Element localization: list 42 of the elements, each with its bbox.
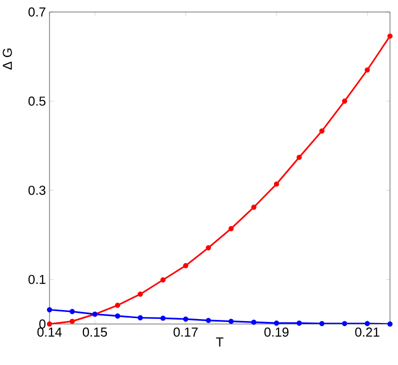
point — [160, 277, 166, 282]
point — [138, 315, 143, 320]
point — [206, 318, 211, 324]
point — [342, 320, 348, 326]
point — [274, 320, 280, 326]
point — [46, 321, 52, 327]
point — [387, 321, 393, 327]
y-tick-label: 0.1 — [28, 274, 46, 284]
point — [251, 320, 256, 325]
x-tick-label: 0.19 — [264, 328, 288, 337]
y-tick-label: 0.3 — [28, 186, 46, 195]
y-tick-label: 0 — [39, 319, 46, 329]
point — [46, 307, 52, 312]
x-axis-title: T — [216, 338, 224, 346]
point — [70, 308, 75, 314]
y-tick-label: 0.5 — [28, 96, 46, 106]
x-tick-label: 0.15 — [82, 328, 107, 337]
point — [206, 245, 211, 250]
x-tick-label: 0.14 — [37, 328, 62, 337]
point — [296, 154, 302, 160]
point — [183, 263, 188, 268]
point — [364, 320, 370, 326]
point — [228, 318, 234, 324]
point — [228, 226, 234, 232]
point — [70, 318, 75, 324]
x-tick-label: 0.21 — [355, 328, 380, 337]
point — [342, 98, 348, 104]
point — [251, 204, 256, 210]
point — [114, 313, 120, 319]
point — [319, 128, 324, 134]
point — [319, 320, 324, 326]
point — [274, 181, 280, 187]
point — [160, 316, 166, 321]
point — [296, 320, 302, 326]
y-tick-label: 0.7 — [28, 7, 46, 17]
point — [183, 316, 188, 322]
y-axis-title: Δ G — [2, 48, 12, 70]
point — [114, 302, 120, 308]
point — [387, 33, 393, 39]
x-tick-label: 0.17 — [174, 328, 198, 337]
point — [364, 67, 370, 73]
point — [138, 292, 143, 297]
